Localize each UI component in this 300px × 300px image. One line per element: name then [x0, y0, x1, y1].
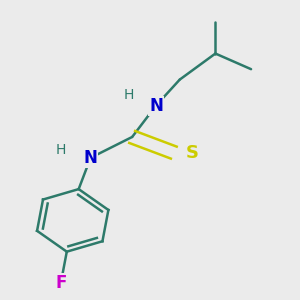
- Text: N: N: [84, 149, 98, 167]
- Text: H: H: [124, 88, 134, 102]
- Text: S: S: [186, 144, 199, 162]
- Text: F: F: [55, 274, 67, 292]
- Text: N: N: [149, 97, 163, 115]
- Text: H: H: [56, 143, 66, 157]
